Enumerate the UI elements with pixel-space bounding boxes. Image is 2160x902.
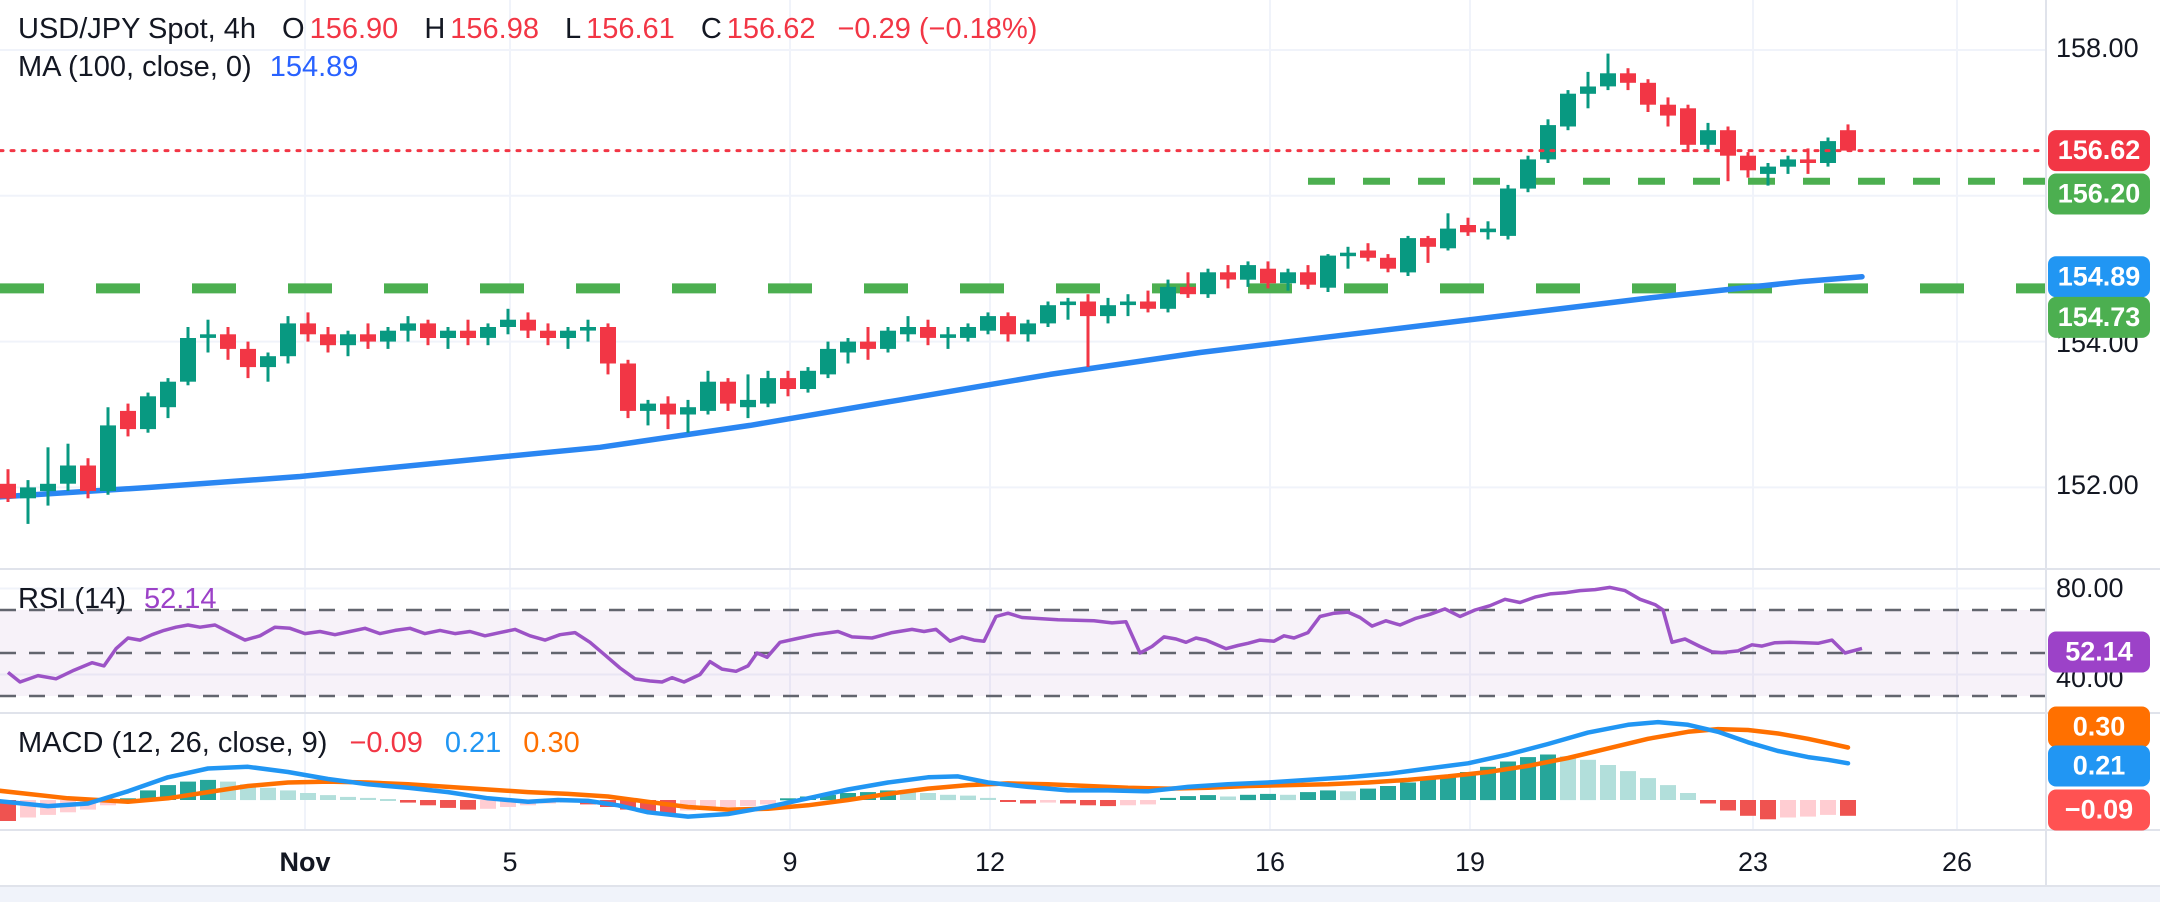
price-axis-tick: 80.00 [2056,573,2124,603]
time-axis-label[interactable]: 12 [975,847,1005,877]
svg-text:156.62: 156.62 [2058,135,2141,165]
svg-text:156.20: 156.20 [2058,179,2141,209]
ohlc-low-key: L [564,13,582,45]
ma-value: 154.89 [269,51,359,83]
candles[interactable] [0,53,1856,524]
price-axis-tick: 152.00 [2056,470,2139,500]
ma100-line[interactable] [0,273,1865,500]
symbol-title: USD/JPY Spot, 4h [18,13,257,45]
ohlc-open-key: O [282,13,305,45]
price-badge: 154.73 [2048,296,2150,338]
price-badge: 154.89 [2048,256,2150,298]
svg-text:−0.09: −0.09 [2065,795,2133,825]
macd-signal-value: 0.30 [523,727,580,759]
legend-macd[interactable]: MACD (12, 26, close, 9) −0.09 0.21 0.30 [18,727,580,760]
ohlc-low-value: 156.61 [586,13,675,45]
legend-symbol[interactable]: USD/JPY Spot, 4h O 156.90 H 156.98 L 156.61 C 15… [18,13,1037,46]
svg-text:0.21: 0.21 [2073,751,2126,781]
svg-text:154.89: 154.89 [2058,261,2141,291]
price-badge: 0.21 [2048,745,2150,787]
ohlc-close-key: C [700,13,722,45]
ohlc-close-value: 156.62 [726,13,816,45]
svg-text:154.73: 154.73 [2058,302,2141,332]
time-axis-label[interactable]: 16 [1255,847,1285,877]
macd-hist-value: −0.09 [349,727,423,759]
ohlc-open-value: 156.90 [309,13,399,45]
macd-label: MACD (12, 26, close, 9) [18,727,328,759]
time-axis-label[interactable]: 26 [1942,847,1972,877]
svg-text:52.14: 52.14 [2065,637,2133,667]
macd-line[interactable] [0,719,1851,819]
legend-rsi[interactable]: RSI (14) 52.14 [18,583,217,616]
time-axis-label[interactable]: 9 [782,847,797,877]
ohlc-high-value: 156.98 [450,13,539,45]
time-axis-label[interactable]: 5 [502,847,517,877]
rsi-value: 52.14 [143,583,217,615]
bottom-strip [0,886,2160,902]
time-axis-label[interactable]: Nov [279,847,330,877]
svg-text:0.30: 0.30 [2073,712,2126,742]
rsi-line[interactable] [6,585,1863,684]
price-badge: 156.62 [2048,130,2150,172]
price-badge: 0.30 [2048,706,2150,748]
price-badge: −0.09 [2048,789,2150,831]
legend-ma[interactable]: MA (100, close, 0) 154.89 [18,51,358,84]
price-badge: 52.14 [2048,631,2150,673]
rsi-label: RSI (14) [18,583,126,615]
time-axis-label[interactable]: 19 [1455,847,1485,877]
ohlc-high-key: H [424,13,446,45]
macd-line-value: 0.21 [444,727,502,759]
time-axis-label[interactable]: 23 [1738,847,1768,877]
price-axis-tick: 158.00 [2056,33,2139,63]
price-badge: 156.20 [2048,173,2150,215]
price-change: −0.29 (−0.18%) [837,13,1038,45]
ma-label: MA (100, close, 0) [18,51,252,83]
